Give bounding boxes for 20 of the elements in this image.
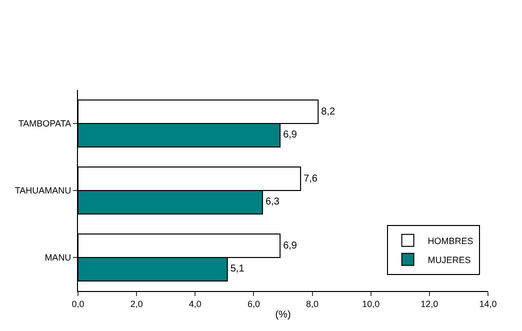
y-tick-label: TAHUAMANU xyxy=(14,186,72,196)
x-tick-label: 8,0 xyxy=(306,298,319,309)
x-tick-label: 2,0 xyxy=(130,298,143,309)
x-tick-label: 10,0 xyxy=(362,298,380,309)
x-axis-title: (%) xyxy=(275,309,291,320)
y-tick-label: TAMBOPATA xyxy=(18,118,72,129)
y-tick-label: MANU xyxy=(44,252,72,263)
data-label: 6,3 xyxy=(266,196,280,208)
legend-label: MUJERES xyxy=(428,254,471,265)
x-tick-label: 6,0 xyxy=(247,298,260,309)
x-tick-label: 14,0 xyxy=(479,298,497,309)
data-label: 6,9 xyxy=(283,240,298,252)
data-label: 8,2 xyxy=(321,106,336,118)
legend-label: HOMBRES xyxy=(428,236,474,246)
data-label: 5,1 xyxy=(230,264,245,275)
data-label: 6,9 xyxy=(283,130,298,141)
data-label: 7,6 xyxy=(304,173,318,184)
x-tick-label: 0,0 xyxy=(72,298,84,309)
x-tick-label: 4,0 xyxy=(188,298,202,309)
x-tick-label: 12,0 xyxy=(420,298,438,309)
